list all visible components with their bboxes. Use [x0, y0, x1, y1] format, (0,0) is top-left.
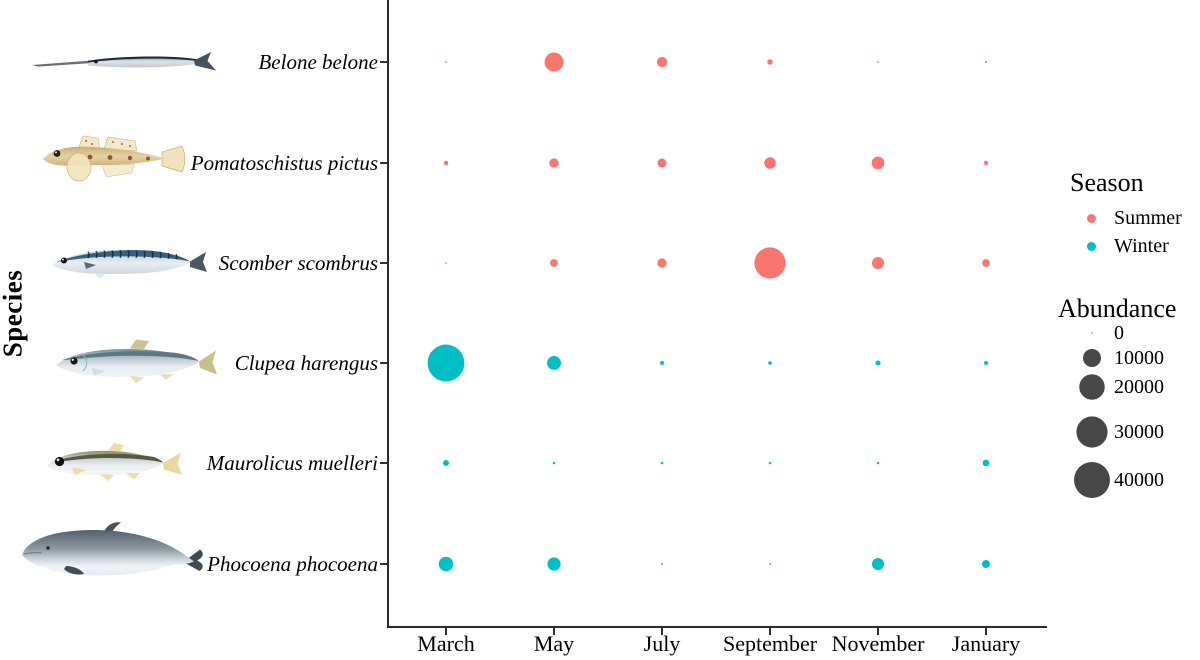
maurolicus-muelleri-fish-image	[47, 443, 182, 481]
season-legend-entry: Winter	[1087, 232, 1169, 260]
y-axis-line	[387, 0, 389, 628]
y-axis-tick	[380, 362, 387, 364]
x-axis-tick	[985, 628, 987, 635]
x-axis-tick	[877, 628, 879, 635]
abundance-bubble	[547, 356, 561, 370]
abundance-bubble	[659, 360, 665, 366]
y-axis-tick	[380, 563, 387, 565]
y-tick-label: Phocoena phocoena	[207, 552, 378, 576]
abundance-bubble	[443, 460, 449, 466]
y-axis-tick	[380, 61, 387, 63]
abundance-bubble	[877, 61, 879, 63]
clupea-harengus-fish-image	[56, 339, 217, 384]
abundance-bubble	[657, 258, 667, 268]
x-tick-label: March	[417, 631, 475, 656]
abundance-bubble	[984, 60, 988, 64]
abundance-bubble	[871, 557, 885, 571]
y-axis-tick	[380, 462, 387, 464]
abundance-bubble	[768, 461, 772, 465]
bubble-plot-area	[427, 52, 991, 572]
abundance-legend-label: 20000	[1114, 376, 1164, 398]
season-legend-label: Winter	[1114, 234, 1169, 257]
y-tick-label: Belone belone	[258, 50, 378, 74]
abundance-bubble	[660, 461, 664, 465]
abundance-bubble	[443, 160, 449, 166]
season-key-dot	[1087, 213, 1096, 223]
abundance-bubble	[983, 360, 989, 366]
abundance-bubble	[445, 262, 447, 264]
abundance-bubble	[544, 52, 564, 72]
abundance-legend-title: Abundance	[1058, 294, 1177, 323]
x-tick-label: September	[722, 631, 818, 656]
season-key-dot	[1087, 241, 1096, 251]
belone-belone-fish-image	[32, 52, 216, 71]
abundance-bubble	[661, 563, 663, 565]
y-tick-label: Clupea harengus	[234, 351, 378, 375]
abundance-legend-label: 0	[1114, 322, 1124, 344]
y-tick-label: Pomatoschistus pictus	[190, 151, 378, 175]
abundance-key-circle	[1076, 416, 1108, 448]
season-legend-entry: Summer	[1087, 204, 1182, 232]
x-axis-tick	[553, 628, 555, 635]
abundance-bubble	[871, 156, 885, 170]
abundance-bubble	[875, 360, 881, 366]
y-tick-label: Maurolicus muelleri	[206, 451, 378, 475]
abundance-legend-label: 40000	[1114, 469, 1164, 491]
abundance-bubble	[445, 61, 447, 63]
abundance-bubble	[981, 559, 991, 569]
abundance-key-circle	[1091, 332, 1093, 334]
season-legend-title: Season	[1070, 168, 1144, 197]
y-axis-tick	[380, 162, 387, 164]
abundance-bubble	[768, 361, 772, 365]
phocoena-phocoena-porpoise-image	[22, 522, 203, 576]
abundance-bubble	[982, 259, 990, 267]
abundance-bubble	[550, 259, 558, 267]
abundance-bubble	[552, 461, 556, 465]
abundance-key-circle	[1079, 374, 1105, 400]
abundance-bubble	[876, 461, 880, 465]
x-axis-line	[387, 626, 1047, 628]
abundance-bubble	[769, 563, 771, 565]
abundance-key-circle	[1074, 462, 1110, 498]
y-axis-title: Species	[0, 269, 28, 358]
pomatoschistus-pictus-fish-image	[43, 135, 186, 182]
y-tick-label: Scomber scombrus	[218, 251, 378, 275]
abundance-bubble	[764, 157, 776, 169]
abundance-bubble	[983, 160, 989, 166]
abundance-bubble	[656, 56, 668, 68]
abundance-bubble	[657, 158, 667, 168]
scomber-scombrus-fish-image	[52, 249, 207, 279]
x-tick-label: July	[643, 631, 681, 656]
x-axis-tick	[445, 628, 447, 635]
abundance-bubble	[982, 459, 990, 467]
abundance-bubble	[427, 344, 465, 382]
abundance-bubble	[871, 256, 885, 270]
abundance-bubble	[547, 557, 561, 571]
x-axis-tick	[769, 628, 771, 635]
abundance-legend-label: 10000	[1114, 347, 1164, 369]
x-tick-label: January	[951, 631, 1021, 656]
abundance-bubble	[549, 158, 559, 168]
season-legend-label: Summer	[1114, 206, 1182, 229]
abundance-bubble	[438, 556, 454, 572]
y-axis-tick	[380, 262, 387, 264]
abundance-bubble	[767, 59, 773, 65]
abundance-legend-label: 30000	[1114, 421, 1164, 443]
x-tick-label: November	[831, 631, 925, 656]
abundance-bubble	[754, 247, 786, 279]
x-axis-tick	[661, 628, 663, 635]
abundance-key-circle	[1083, 349, 1101, 367]
x-tick-label: May	[533, 631, 575, 656]
